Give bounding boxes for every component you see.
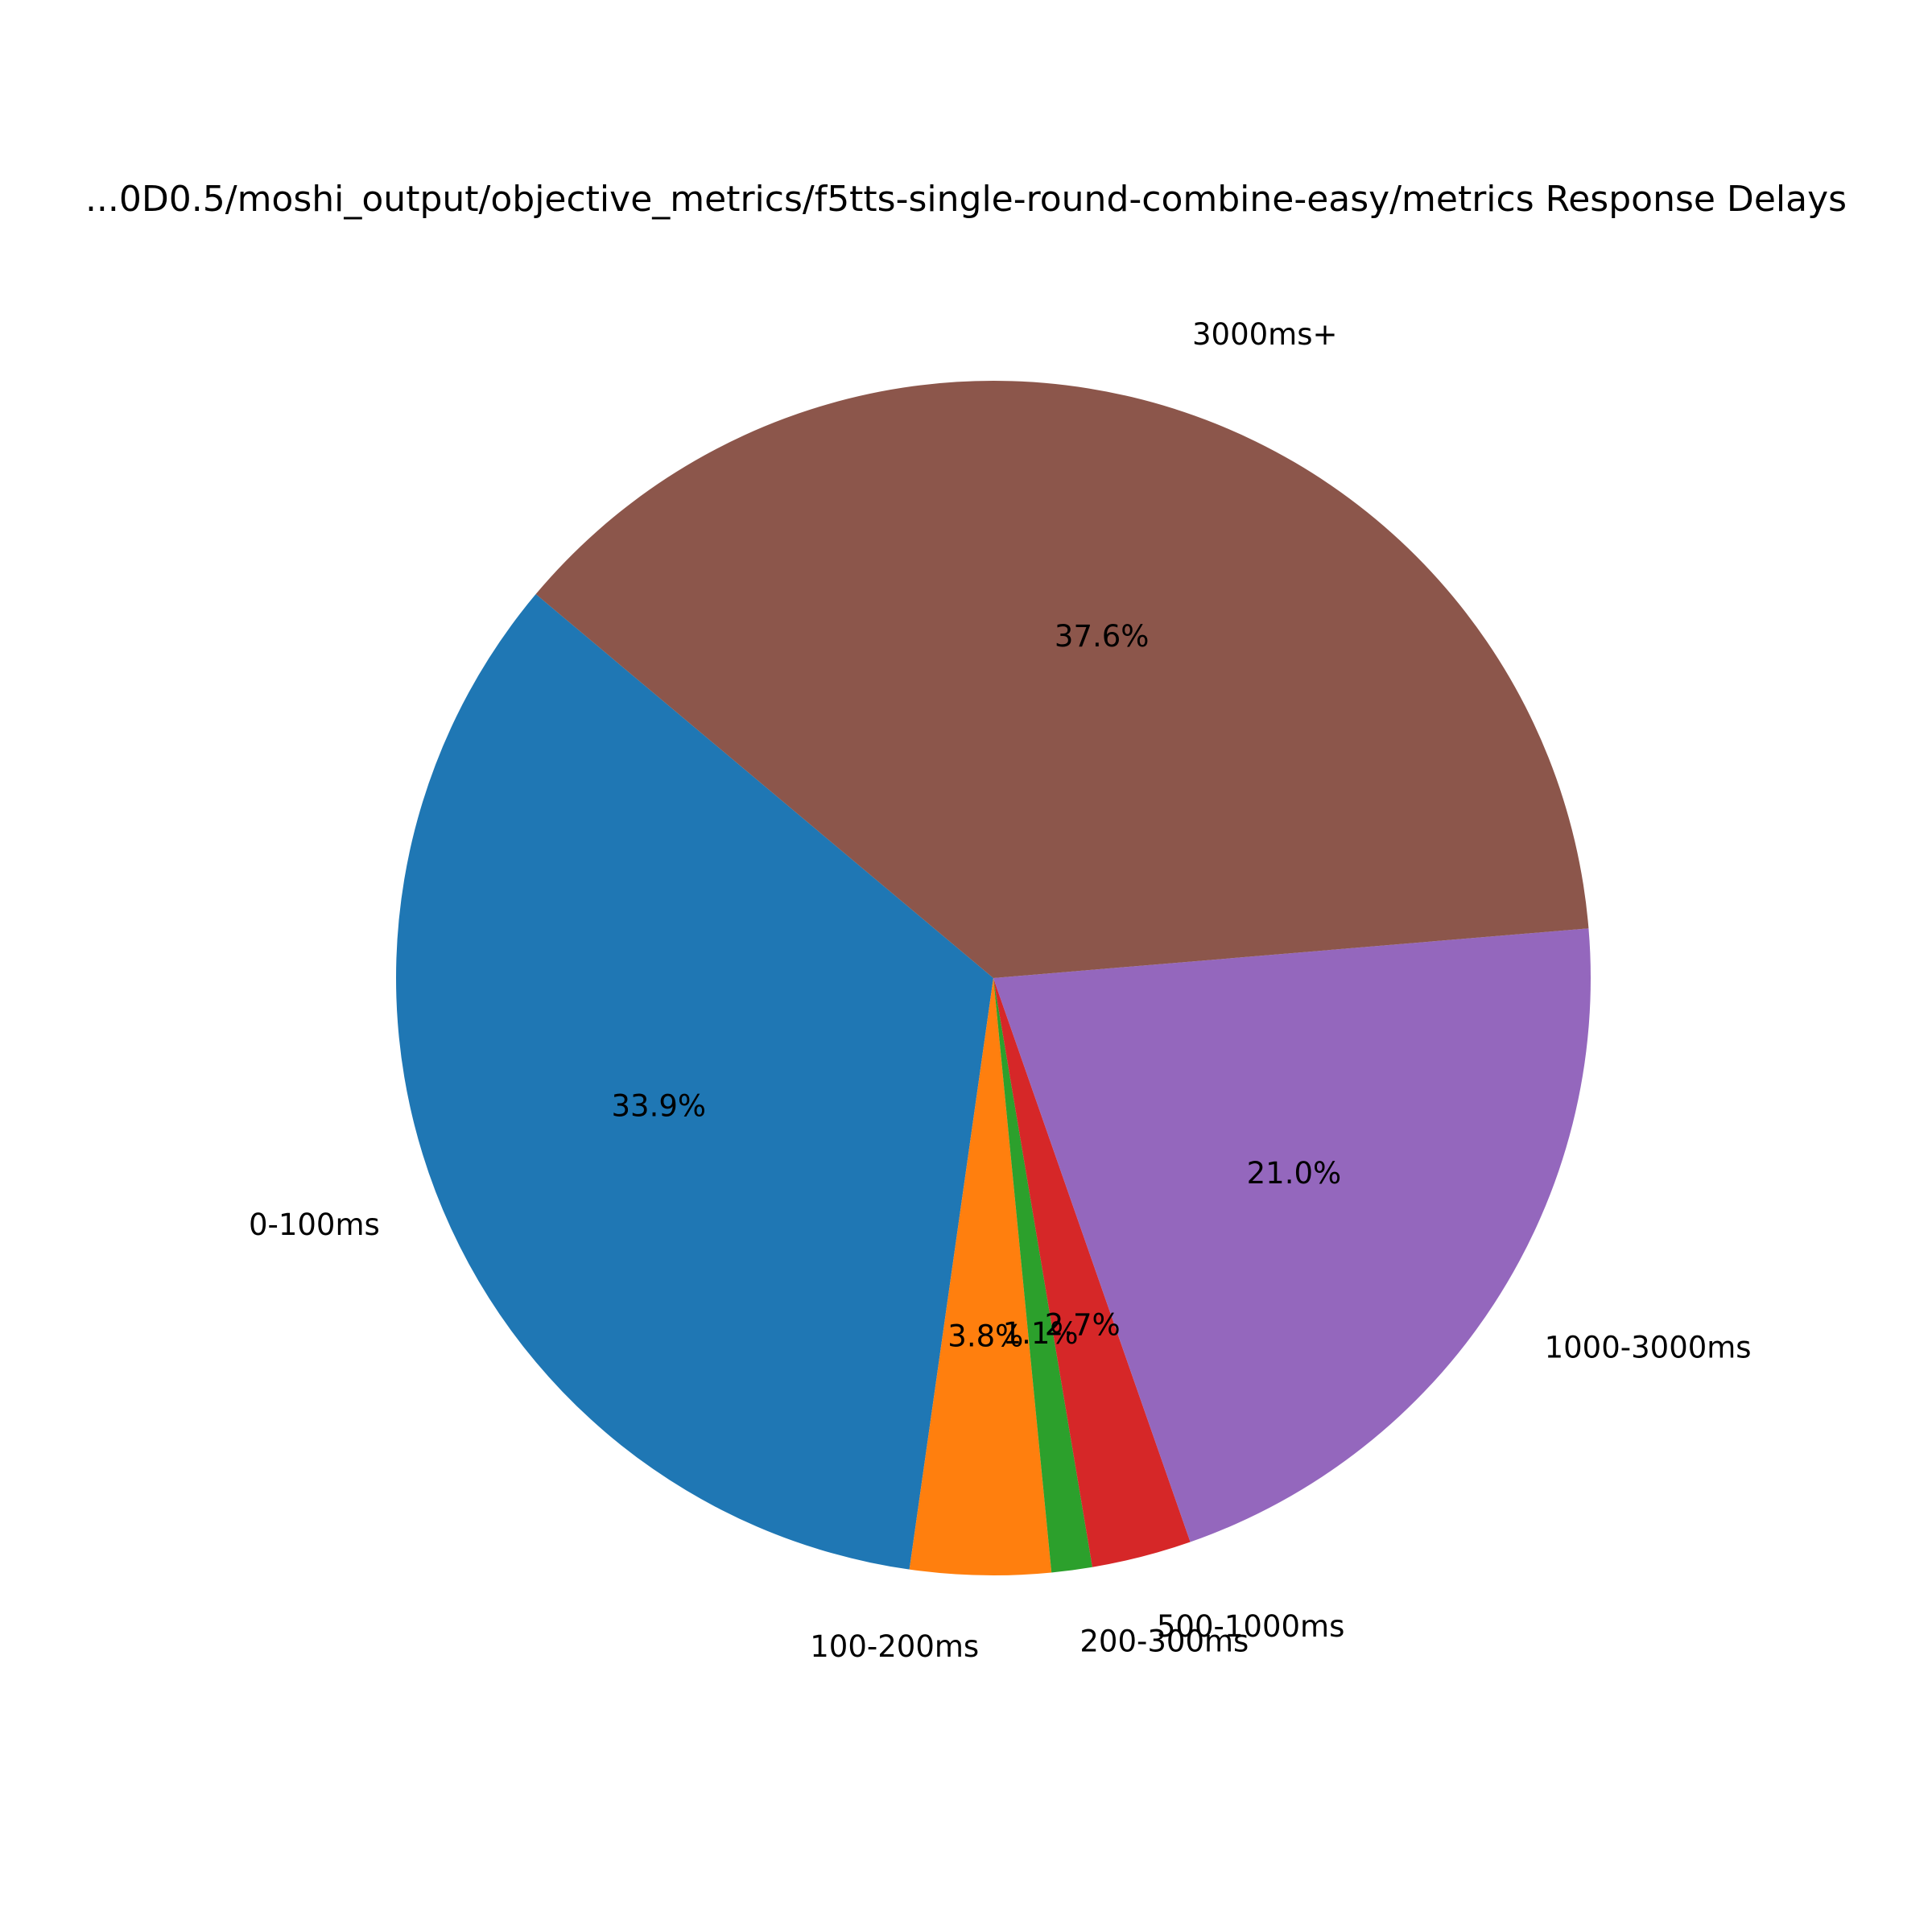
pie-slice-1000-3000ms	[993, 928, 1591, 1542]
slice-percent-label: 1.1%	[1003, 1316, 1079, 1351]
slice-label: 100-200ms	[810, 1629, 979, 1664]
slice-percent-label: 33.9%	[612, 1089, 707, 1124]
slice-label: 0-100ms	[249, 1208, 380, 1242]
pie-slice-3000ms+	[535, 381, 1589, 978]
pie-slice-500-1000ms	[993, 978, 1191, 1567]
slice-label: 500-1000ms	[1157, 1609, 1344, 1644]
slice-percent-label: 3.8%	[947, 1319, 1023, 1354]
slice-label: 200-300ms	[1080, 1624, 1249, 1658]
pie-slice-100-200ms	[909, 978, 1052, 1576]
pie-slice-200-300ms	[993, 978, 1092, 1573]
slice-label: 3000ms+	[1192, 317, 1337, 352]
chart-title: ...0D0.5/moshi_output/objective_metrics/…	[85, 179, 1847, 220]
slice-percent-label: 2.7%	[1045, 1308, 1121, 1343]
slice-label: 1000-3000ms	[1545, 1331, 1752, 1365]
pie-slice-0-100ms	[396, 594, 993, 1570]
slice-percent-label: 37.6%	[1055, 619, 1150, 654]
pie-percent-labels: 33.9% 3.8%1.1%2.7% 21.0% 37.6%	[612, 619, 1342, 1353]
slice-percent-label: 21.0%	[1247, 1156, 1342, 1191]
pie-slices	[396, 381, 1591, 1576]
